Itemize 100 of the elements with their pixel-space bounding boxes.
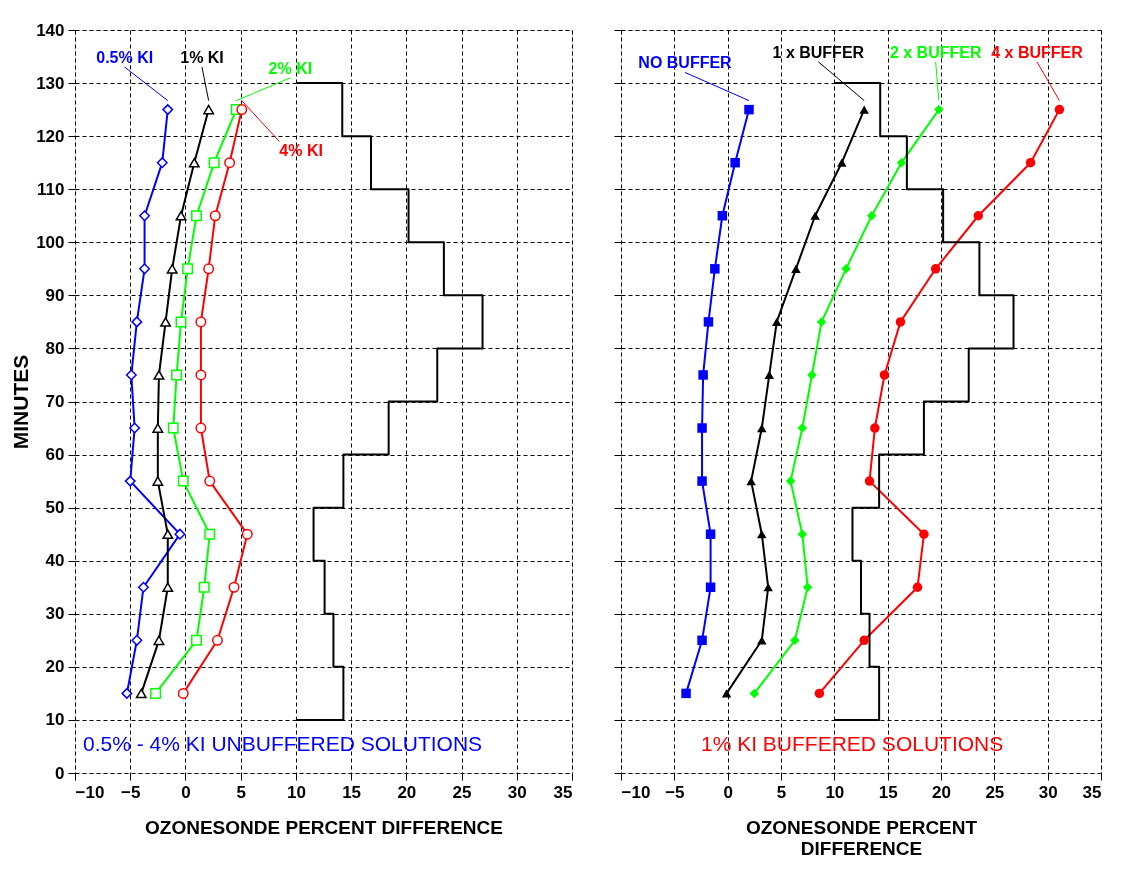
point bbox=[211, 634, 223, 646]
x-tick-label: 35 bbox=[553, 782, 573, 802]
y-tick-label: 20 bbox=[45, 657, 65, 677]
point bbox=[896, 157, 907, 168]
point bbox=[973, 211, 984, 221]
point bbox=[790, 635, 800, 646]
x-tick-label: 5 bbox=[776, 782, 787, 802]
point bbox=[698, 370, 708, 380]
x-axis-title: OZONESONDE PERCENT DIFFERENCE bbox=[745, 816, 978, 859]
point bbox=[895, 317, 906, 327]
x-tick-label: −5 bbox=[121, 782, 141, 802]
point bbox=[859, 105, 869, 114]
x-tick-label: 15 bbox=[342, 782, 362, 802]
point bbox=[864, 476, 875, 486]
point bbox=[810, 211, 820, 220]
point bbox=[166, 263, 178, 274]
point bbox=[791, 264, 801, 273]
point bbox=[175, 210, 187, 221]
point bbox=[139, 263, 151, 275]
text: 2% KI bbox=[268, 59, 313, 77]
point bbox=[757, 423, 767, 433]
point bbox=[125, 369, 137, 381]
x-tick-label: −10 bbox=[75, 782, 105, 802]
point bbox=[152, 423, 164, 433]
point bbox=[152, 476, 164, 486]
point bbox=[175, 316, 187, 328]
point bbox=[870, 423, 880, 433]
y-tick-label: 10 bbox=[45, 710, 65, 730]
point bbox=[162, 529, 174, 540]
point bbox=[204, 475, 216, 487]
point bbox=[746, 477, 756, 486]
point bbox=[764, 370, 775, 380]
point bbox=[162, 582, 174, 593]
point bbox=[934, 104, 944, 115]
point bbox=[160, 317, 172, 327]
point bbox=[705, 582, 716, 592]
x-tick-label: 20 bbox=[397, 782, 417, 802]
text: 0.5% KI bbox=[96, 49, 154, 67]
y-tick-label: 30 bbox=[45, 604, 65, 624]
y-tick-label: 50 bbox=[45, 498, 65, 518]
y-tick-label: 90 bbox=[45, 285, 65, 305]
point bbox=[137, 581, 149, 593]
point bbox=[717, 211, 728, 221]
x-tick-label: 15 bbox=[878, 782, 898, 802]
text: 4% KI bbox=[279, 142, 323, 160]
point bbox=[135, 688, 147, 699]
point bbox=[156, 157, 168, 169]
y-tick-label: 0 bbox=[55, 763, 65, 783]
point bbox=[124, 475, 136, 487]
point bbox=[195, 369, 207, 381]
x-tick-label: −10 bbox=[621, 782, 651, 802]
point bbox=[697, 423, 707, 433]
point bbox=[203, 263, 215, 275]
point bbox=[814, 688, 825, 699]
point bbox=[241, 528, 253, 540]
point bbox=[191, 634, 202, 646]
point bbox=[705, 529, 716, 539]
text: 2 x BUFFER bbox=[889, 43, 982, 61]
y-tick-label: 130 bbox=[36, 73, 65, 93]
point bbox=[188, 157, 200, 168]
point bbox=[139, 210, 151, 222]
point bbox=[816, 317, 827, 327]
y-tick-label: 60 bbox=[45, 445, 65, 465]
point bbox=[1054, 104, 1065, 115]
point bbox=[121, 687, 133, 699]
point bbox=[730, 157, 740, 168]
point bbox=[757, 530, 767, 539]
y-axis-title: MINUTES bbox=[9, 354, 33, 450]
x-tick-label: 25 bbox=[985, 782, 1005, 802]
point bbox=[866, 211, 877, 221]
point bbox=[721, 689, 732, 698]
x-tick-label: 30 bbox=[1038, 782, 1058, 802]
point bbox=[697, 476, 707, 486]
x-tick-label: 0 bbox=[181, 782, 191, 802]
point bbox=[879, 370, 890, 380]
point bbox=[785, 476, 796, 486]
x-tick-label: −5 bbox=[665, 782, 685, 802]
point bbox=[131, 316, 143, 328]
x-tick-label: 30 bbox=[507, 782, 527, 802]
point bbox=[153, 635, 165, 646]
point bbox=[153, 370, 165, 380]
y-tick-label: 40 bbox=[45, 551, 65, 571]
text: 4 x BUFFER bbox=[991, 43, 1084, 61]
point bbox=[703, 317, 714, 327]
y-tick-label: 70 bbox=[45, 392, 65, 411]
point bbox=[195, 422, 207, 434]
point bbox=[797, 423, 808, 433]
point bbox=[919, 529, 929, 539]
y-tick-label: 110 bbox=[37, 179, 65, 199]
x-tick-label: 20 bbox=[932, 782, 951, 802]
y-tick-label: 120 bbox=[36, 126, 65, 146]
x-tick-label: 5 bbox=[236, 782, 246, 802]
point bbox=[195, 316, 207, 328]
x-axis-title: OZONESONDE PERCENT DIFFERENCE bbox=[145, 816, 503, 838]
point bbox=[182, 263, 194, 275]
point bbox=[224, 157, 236, 169]
point bbox=[837, 158, 847, 167]
point bbox=[177, 475, 189, 487]
point bbox=[131, 634, 143, 646]
point bbox=[763, 583, 773, 592]
